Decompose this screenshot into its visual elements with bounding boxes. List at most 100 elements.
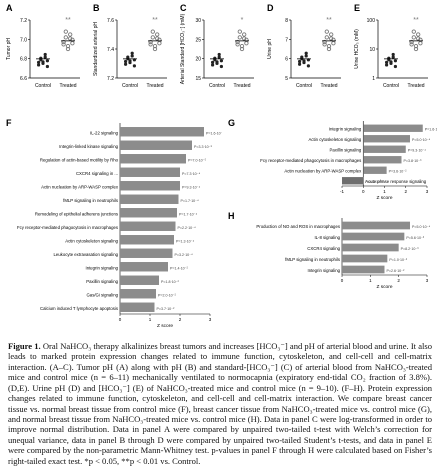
y-axis-label: Urine pH	[267, 39, 273, 59]
treated-point	[413, 43, 419, 49]
category-label: Calcium induced T lymphocyte apoptosis	[40, 306, 118, 311]
y-tick-label: 100	[367, 18, 376, 24]
treated-point	[68, 32, 73, 37]
treated-point	[409, 42, 414, 47]
treated-point	[155, 32, 160, 37]
bar	[120, 194, 179, 204]
p-value-label: P=4.4·10⁻²	[365, 180, 384, 184]
control-point	[43, 52, 47, 57]
control-point	[391, 52, 395, 57]
treated-point	[322, 42, 327, 47]
control-point	[126, 55, 130, 59]
category-label: Integrin signaling	[86, 266, 119, 271]
bar	[342, 243, 399, 252]
x-tick-label: 2	[179, 317, 182, 322]
x-tick-label: 2	[404, 189, 407, 194]
y-tick-label: 7.4	[107, 47, 114, 53]
control-point	[130, 51, 134, 55]
y-tick-label: 6.6	[20, 76, 27, 82]
treated-point	[242, 32, 247, 37]
significance-mark: *	[241, 17, 244, 24]
treated-point	[65, 46, 71, 52]
p-value-label: P=1.0·10⁻²	[389, 258, 408, 262]
control-point	[211, 63, 215, 67]
y-tick-label: 6.8	[20, 57, 27, 63]
bar	[363, 166, 387, 174]
control-point	[217, 52, 221, 57]
bar	[120, 221, 176, 231]
treated-point	[416, 32, 421, 37]
treated-point	[329, 36, 334, 41]
p-value-label: P=9.3·10⁻⁴	[182, 186, 201, 190]
control-point	[385, 60, 389, 64]
treated-point	[239, 46, 245, 52]
category-label: Acute phase response signaling	[365, 179, 427, 184]
control-point	[39, 56, 43, 60]
control-point	[45, 64, 50, 69]
bar	[120, 302, 155, 312]
control-point	[41, 60, 45, 64]
bar	[363, 135, 410, 143]
category-label: Leukocyte extravasation signaling	[54, 252, 119, 257]
p-value-label: P=8.2·10⁻³	[401, 247, 420, 251]
y-tick-label: 20	[195, 57, 201, 63]
panel-g-chart: G -1 0 1 2 3 Z score Integrin signaling P=1.6·1…	[228, 118, 437, 201]
treated-point	[418, 41, 423, 46]
panel-letter: C	[180, 3, 187, 13]
category-label: Paxillin signaling	[329, 148, 361, 153]
treated-point	[65, 43, 71, 49]
category-label: CXCR4 signaling in ...	[76, 171, 118, 176]
treated-point	[61, 42, 66, 47]
category-label: Regulation of actin-based motility by Rh…	[40, 158, 119, 163]
group-label: Control	[35, 83, 51, 89]
treated-point	[63, 29, 68, 34]
control-point	[389, 60, 393, 64]
p-value-label: P=5.0·10⁻⁴	[412, 225, 431, 229]
treated-point	[326, 43, 332, 49]
treated-point	[237, 35, 242, 40]
p-value-label: P=2.6·10⁻²	[387, 269, 406, 273]
y-tick-label: 7.6	[107, 18, 114, 24]
bar	[363, 145, 406, 153]
p-value-label: P=1.8·10⁻²	[161, 280, 180, 284]
p-value-label: P=7.3·10⁻⁴	[182, 172, 201, 176]
treated-point	[324, 29, 329, 34]
y-tick-label: 8	[285, 18, 288, 24]
p-value-label: P=7.0·10⁻⁵	[188, 159, 207, 163]
group-label: Treated	[146, 83, 163, 89]
category-label: IL-22 signaling	[90, 131, 119, 136]
p-value-label: P=1.4·10⁻²	[170, 267, 189, 271]
category-label: fMLP signaling in neutrophils	[63, 198, 118, 203]
bar	[120, 127, 204, 137]
category-label: Integrin signaling	[329, 127, 362, 132]
category-label: fMLP signaling in neutrophils	[285, 257, 340, 262]
bar	[120, 140, 192, 150]
category-label: CXCR4 signaling	[307, 246, 340, 251]
p-value-label: P=2.0·10⁻²	[158, 294, 177, 298]
category-label: Paxillin signaling	[86, 279, 118, 284]
bar	[120, 262, 168, 272]
group-label: Control	[122, 83, 138, 89]
p-value-label: P=1.7·10⁻⁴	[181, 199, 200, 203]
control-point	[393, 59, 397, 63]
x-tick-label: 1	[149, 317, 152, 322]
p-value-label: P=1.6·10⁻⁴	[425, 128, 437, 132]
caption-label: Figure 1.	[8, 341, 41, 351]
panel-letter: D	[267, 3, 274, 13]
panel-letter-g: G	[228, 118, 235, 128]
bar	[342, 265, 385, 274]
control-point	[211, 60, 215, 64]
y-tick-label: 7.2	[107, 76, 114, 82]
x-axis-label: Z score	[157, 323, 173, 329]
y-tick-label: 30	[195, 18, 201, 24]
control-point	[219, 59, 223, 63]
treated-point	[331, 41, 336, 46]
treated-point	[152, 43, 158, 49]
treated-point	[322, 39, 327, 45]
control-point	[213, 56, 217, 60]
p-value-label: P=5.0·10⁻⁴	[412, 138, 431, 142]
control-point	[124, 59, 128, 64]
p-value-label: P=3.3·10⁻⁵	[194, 145, 213, 149]
treated-point	[68, 36, 73, 41]
control-point	[37, 60, 41, 64]
